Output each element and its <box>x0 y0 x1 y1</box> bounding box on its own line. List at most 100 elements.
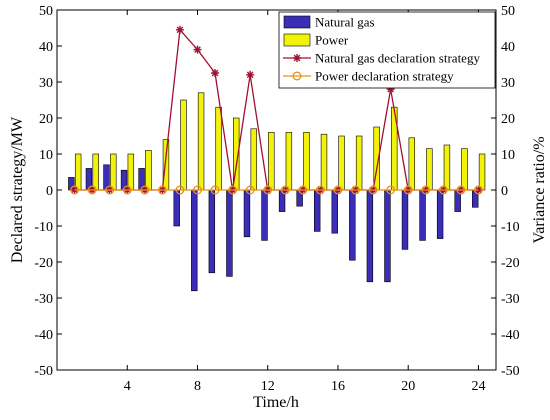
y2-tick-label: -50 <box>501 364 520 379</box>
y2-tick-label: -30 <box>501 292 520 307</box>
bar-natural-gas-11 <box>243 189 251 238</box>
y-tick-label: 10 <box>39 148 53 163</box>
x-tick-label: 4 <box>124 379 131 394</box>
y-axis-label: Declared strategy/MW <box>9 116 26 263</box>
bar-power-3 <box>110 153 117 191</box>
legend-marker-power-strategy <box>292 71 302 81</box>
y-tick-label: 50 <box>39 4 53 19</box>
point-natural-gas-strategy-9 <box>211 69 220 77</box>
bar-natural-gas-15 <box>313 189 321 232</box>
bar-power-17 <box>355 135 363 191</box>
legend-marker-natural-gas-strategy <box>293 54 301 62</box>
y2-tick-label: 20 <box>501 112 515 127</box>
point-power-strategy-12 <box>263 185 273 195</box>
point-power-strategy-13 <box>280 185 290 195</box>
point-power-strategy-18 <box>368 185 378 195</box>
point-natural-gas-strategy-11 <box>246 70 255 79</box>
legend-box <box>278 11 496 89</box>
bar-power-4 <box>127 153 135 191</box>
point-power-strategy-22 <box>438 185 448 195</box>
legend-label-power-strategy: Power declaration strategy <box>315 69 454 84</box>
bar-power-6 <box>162 139 170 191</box>
legend: Natural gas Power Natural gas declaration … <box>278 11 496 89</box>
y2-tick-label: 50 <box>501 4 515 19</box>
bar-power-7 <box>180 99 187 191</box>
legend-swatch-natural-gas <box>283 15 311 29</box>
point-power-strategy-8 <box>193 185 202 195</box>
bar-power-8 <box>197 92 205 191</box>
y-tick-label: 0 <box>46 184 53 199</box>
point-power-strategy-21 <box>421 185 431 195</box>
bar-power-21 <box>426 148 433 191</box>
x-tick-label: 24 <box>471 379 485 394</box>
bar-power-24 <box>478 153 486 191</box>
bar-natural-gas-21 <box>419 189 426 241</box>
bar-natural-gas-17 <box>349 189 356 261</box>
axes-layer: -50-40-30-20-1001020304050-50-40-30-20-1… <box>34 4 519 394</box>
point-power-strategy-17 <box>351 185 360 195</box>
legend-label-natural-gas: Natural gas <box>315 15 375 30</box>
point-natural-gas-strategy-19 <box>386 85 395 94</box>
bar-power-2 <box>92 153 99 191</box>
bar-power-9 <box>215 106 222 191</box>
point-power-strategy-6 <box>157 185 167 195</box>
point-natural-gas-strategy-7 <box>175 25 184 34</box>
y-tick-label: -50 <box>34 364 53 379</box>
legend-label-natural-gas-strategy: Natural gas declaration strategy <box>315 51 480 66</box>
bar-natural-gas-12 <box>261 189 268 241</box>
point-power-strategy-15 <box>315 185 325 195</box>
point-power-strategy-16 <box>333 185 343 195</box>
y-tick-label: -10 <box>34 220 53 235</box>
bar-natural-gas-19 <box>384 189 391 283</box>
lines-layer <box>70 25 483 195</box>
bar-power-22 <box>443 144 451 191</box>
x-tick-label: 8 <box>194 379 201 394</box>
y2-tick-label: 0 <box>501 184 508 199</box>
bar-power-20 <box>408 137 415 191</box>
bar-power-1 <box>74 153 82 191</box>
x-tick-label: 20 <box>401 379 415 394</box>
legend-label-power: Power <box>315 33 349 48</box>
bar-power-13 <box>285 132 293 191</box>
y2-tick-label: -40 <box>501 328 520 343</box>
point-power-strategy-24 <box>473 185 483 195</box>
point-natural-gas-strategy-8 <box>193 45 202 54</box>
y2-axis-label: Variance ratio/% <box>531 136 548 243</box>
x-tick-label: 16 <box>331 379 345 394</box>
point-power-strategy-3 <box>105 185 115 195</box>
point-power-strategy-9 <box>210 185 220 195</box>
bar-natural-gas-9 <box>208 189 216 274</box>
y2-tick-label: 40 <box>501 40 515 55</box>
point-power-strategy-4 <box>122 185 132 195</box>
bar-power-11 <box>250 128 257 191</box>
point-power-strategy-11 <box>245 185 255 195</box>
point-power-strategy-20 <box>403 185 413 195</box>
bar-power-23 <box>461 148 468 191</box>
y-tick-label: -40 <box>34 328 53 343</box>
legend-swatch-power <box>283 33 311 47</box>
y2-tick-label: 30 <box>501 76 515 91</box>
x-tick-label: 12 <box>261 379 275 394</box>
point-power-strategy-19 <box>386 185 396 195</box>
y-tick-label: 30 <box>39 76 53 91</box>
point-power-strategy-1 <box>70 185 80 195</box>
bar-natural-gas-7 <box>173 189 180 227</box>
point-power-strategy-23 <box>456 185 466 195</box>
bar-power-14 <box>303 132 310 191</box>
point-power-strategy-2 <box>87 185 97 195</box>
y-tick-label: -20 <box>34 256 53 271</box>
bar-natural-gas-16 <box>331 189 338 234</box>
bar-power-15 <box>320 133 328 191</box>
y2-tick-label: -20 <box>501 256 520 271</box>
bar-power-12 <box>268 132 275 191</box>
point-power-strategy-5 <box>140 185 150 195</box>
x-axis-label: Time/h <box>253 394 299 411</box>
bar-natural-gas-10 <box>226 189 233 277</box>
bar-natural-gas-20 <box>401 189 409 250</box>
bars-layer <box>68 92 486 292</box>
y-tick-label: -30 <box>34 292 53 307</box>
point-power-strategy-7 <box>175 185 185 195</box>
point-power-strategy-14 <box>298 185 308 195</box>
